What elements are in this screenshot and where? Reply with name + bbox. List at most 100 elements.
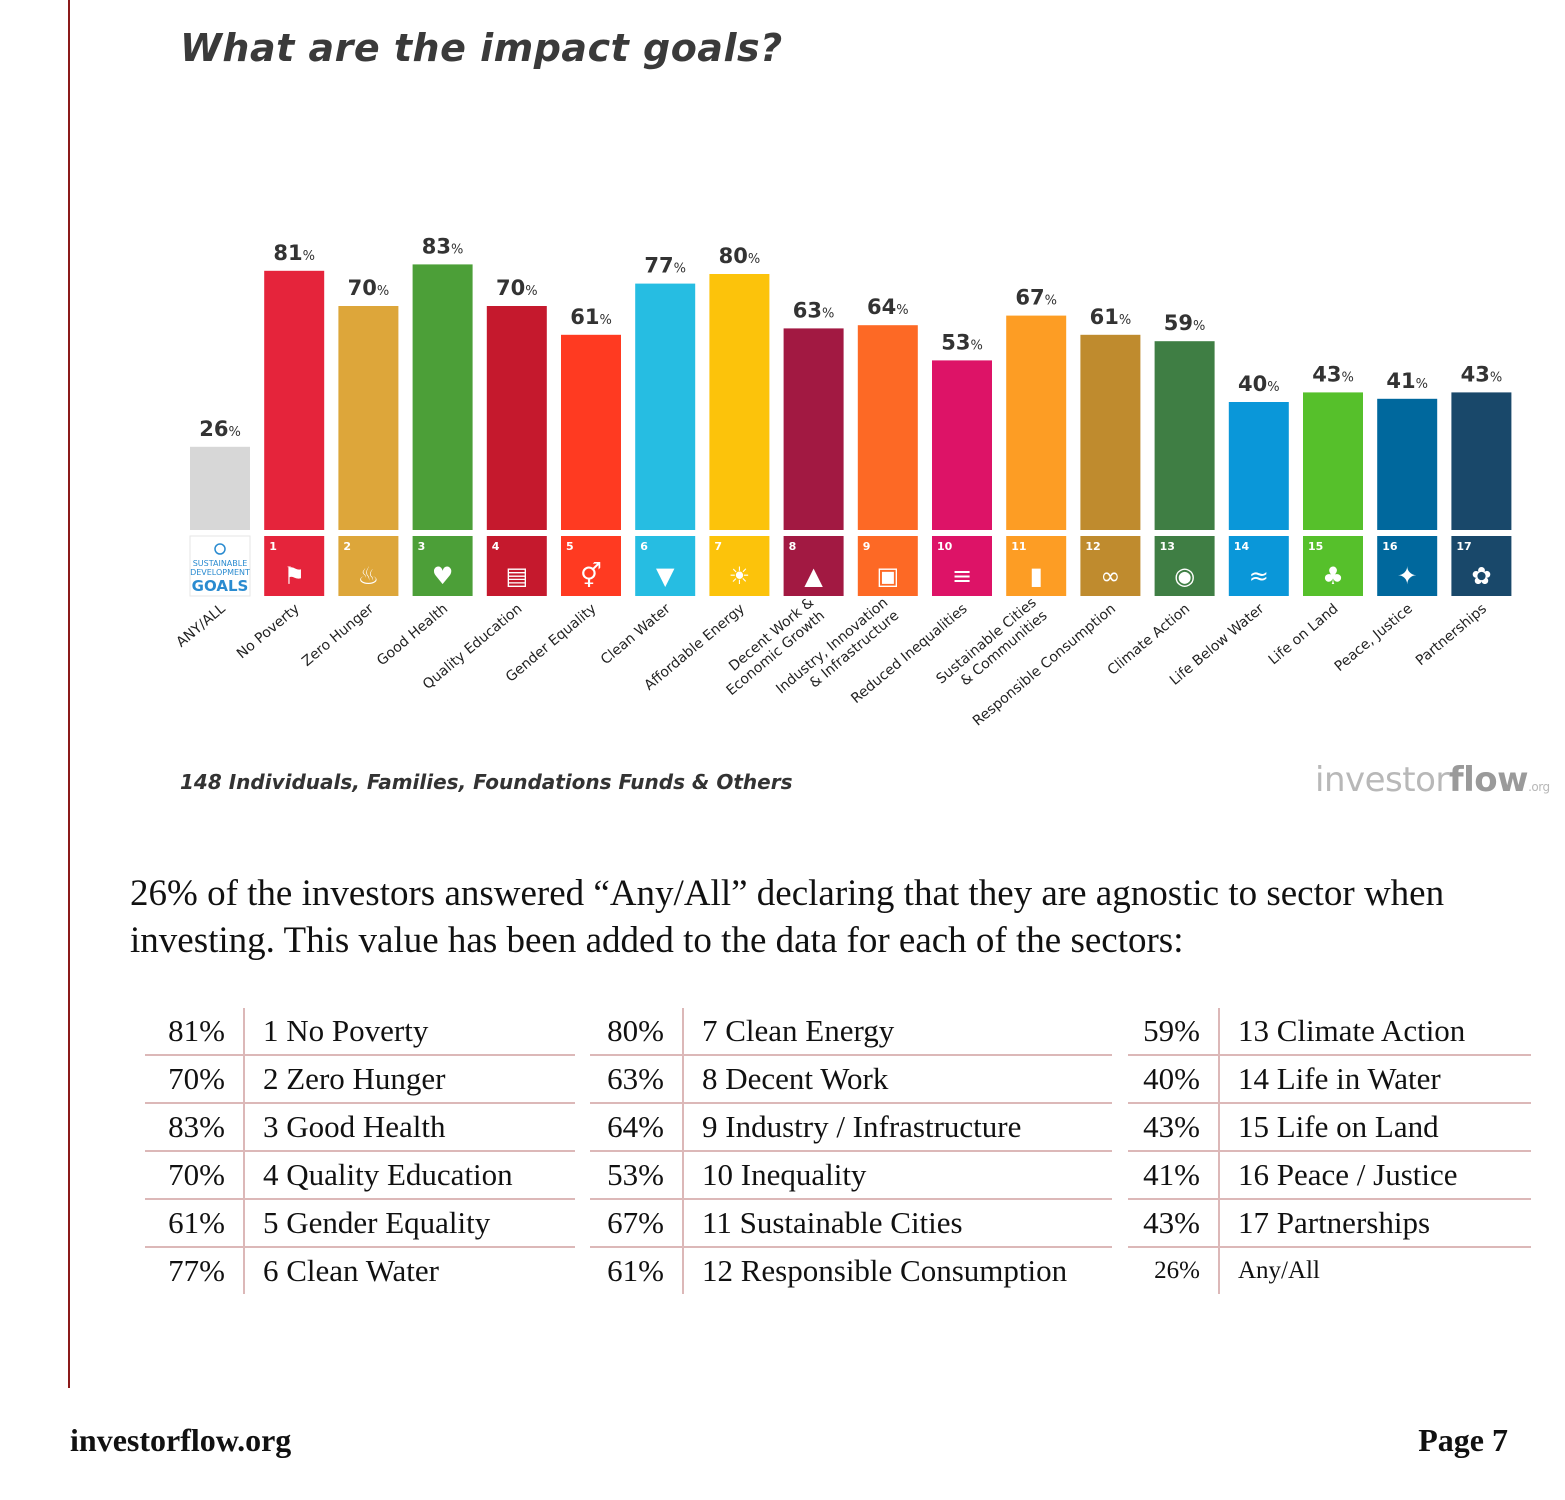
bar (1451, 392, 1512, 530)
value-label: 64% (867, 295, 909, 319)
goal-cell: Any/All (1238, 1257, 1320, 1284)
sdg-logo-line: GOALS (192, 577, 249, 595)
table-row: 83% 3 Good Health (145, 1103, 575, 1152)
body-paragraph: 26% of the investors answered “Any/All” … (130, 873, 1445, 961)
value-label: 43% (1461, 362, 1503, 386)
table-row: 40% 14 Life in Water (1128, 1055, 1531, 1104)
percent-cell: 61% (590, 1247, 684, 1294)
goal-cell: 4 Quality Education (244, 1151, 575, 1200)
goal-number: 1 (269, 540, 277, 553)
goals-table-col-2: 80% 7 Clean Energy 63% 8 Decent Work 64% 9 … (590, 1008, 1112, 1294)
percent-cell: 63% (590, 1055, 684, 1104)
sdg-logo-tile (189, 535, 251, 597)
goal-glyph: ✦ (1397, 562, 1417, 590)
goal-icon-tile (783, 536, 844, 596)
bar (1228, 402, 1289, 530)
goals-table-col-1: 81% 1 No Poverty 70% 2 Zero Hunger 83% 3 Go… (145, 1008, 575, 1294)
goal-cell: 9 Industry / Infrastructure (683, 1103, 1112, 1152)
bar (1080, 334, 1141, 530)
goal-cell: 3 Good Health (244, 1103, 575, 1152)
goal-icon-tile (338, 536, 399, 596)
value-label: 40% (1238, 372, 1280, 396)
bar (1377, 398, 1438, 530)
goal-icon-tile (1006, 536, 1067, 596)
percent-cell: 43% (1128, 1199, 1220, 1248)
table-row: 61% 5 Gender Equality (145, 1199, 575, 1248)
goal-glyph: ≈ (1249, 562, 1269, 590)
goal-number: 5 (566, 540, 574, 553)
percent-cell: 53% (590, 1151, 684, 1200)
goal-glyph: ≡ (952, 562, 972, 590)
goal-glyph: ∞ (1100, 562, 1120, 590)
value-label: 53% (941, 330, 983, 354)
goal-glyph: ▣ (876, 562, 899, 590)
value-label: 67% (1015, 286, 1057, 310)
category-label: ANY/ALL (173, 601, 228, 651)
goal-number: 7 (714, 540, 722, 553)
goal-glyph: ☀ (729, 562, 751, 590)
value-label: 70% (496, 276, 538, 300)
goal-cell: 7 Clean Energy (683, 1008, 1112, 1056)
bar (635, 283, 696, 530)
goal-glyph: ▼ (656, 562, 675, 590)
goal-number: 14 (1234, 540, 1250, 553)
percent-cell: 70% (145, 1055, 245, 1104)
percent-cell: 83% (145, 1103, 245, 1152)
goal-cell: 10 Inequality (683, 1151, 1112, 1200)
percent-cell: 77% (145, 1247, 245, 1294)
percent-cell: 26% (1128, 1247, 1220, 1294)
goal-cell: 15 Life on Land (1219, 1103, 1531, 1152)
goal-number: 10 (937, 540, 953, 553)
goal-number: 3 (418, 540, 426, 553)
goal-glyph: ⚑ (283, 562, 305, 590)
goal-icon-tile (709, 536, 770, 596)
goal-cell: 16 Peace / Justice (1219, 1151, 1531, 1200)
goal-number: 13 (1160, 540, 1175, 553)
goal-cell: 6 Clean Water (263, 1253, 439, 1288)
goal-icon-tile (857, 536, 918, 596)
goal-glyph: ▤ (505, 562, 528, 590)
margin-rule (68, 0, 70, 1388)
category-label: No Poverty (234, 601, 303, 662)
goal-glyph: ◉ (1174, 562, 1195, 590)
goal-number: 9 (863, 540, 871, 553)
value-label: 81% (273, 241, 315, 265)
goal-number: 6 (640, 540, 648, 553)
table-row: 61% 12 Responsible Consumption (590, 1247, 1112, 1294)
value-label: 63% (793, 298, 835, 322)
goal-cell: 2 Zero Hunger (244, 1055, 575, 1104)
table-row: 43% 15 Life on Land (1128, 1103, 1531, 1152)
bar (709, 274, 770, 530)
table-row: 59% 13 Climate Action (1128, 1008, 1531, 1056)
goal-cell: 12 Responsible Consumption (702, 1253, 1068, 1288)
value-label: 61% (570, 305, 612, 329)
bar (412, 264, 473, 530)
value-label: 43% (1312, 362, 1354, 386)
bar (1303, 392, 1363, 530)
goal-number: 8 (789, 540, 797, 553)
chart-footnote: 148 Individuals, Families, Foundations F… (180, 770, 793, 794)
table-row: 43% 17 Partnerships (1128, 1199, 1531, 1248)
goal-icon-tile (635, 536, 696, 596)
sdg-logo-line: SUSTAINABLE (193, 559, 248, 568)
goal-icon-tile (1228, 536, 1289, 596)
percent-cell: 80% (590, 1008, 684, 1056)
table-row: 80% 7 Clean Energy (590, 1008, 1112, 1056)
goal-number: 4 (492, 540, 500, 553)
percent-cell: 43% (1128, 1103, 1220, 1152)
globe-icon (214, 543, 226, 555)
goal-cell: 14 Life in Water (1219, 1055, 1531, 1104)
table-row: 67% 11 Sustainable Cities (590, 1199, 1112, 1248)
category-label: Zero Hunger (299, 601, 377, 670)
percent-cell: 81% (145, 1008, 245, 1056)
goal-number: 16 (1382, 540, 1398, 553)
bar (857, 325, 918, 530)
percent-cell: 59% (1128, 1008, 1220, 1056)
chart-title: What are the impact goals? (180, 26, 783, 70)
value-label: 61% (1090, 305, 1132, 329)
category-label: Partnerships (1413, 601, 1490, 669)
bar (264, 270, 325, 530)
goal-icon-tile (412, 536, 473, 596)
percent-cell: 40% (1128, 1055, 1220, 1104)
